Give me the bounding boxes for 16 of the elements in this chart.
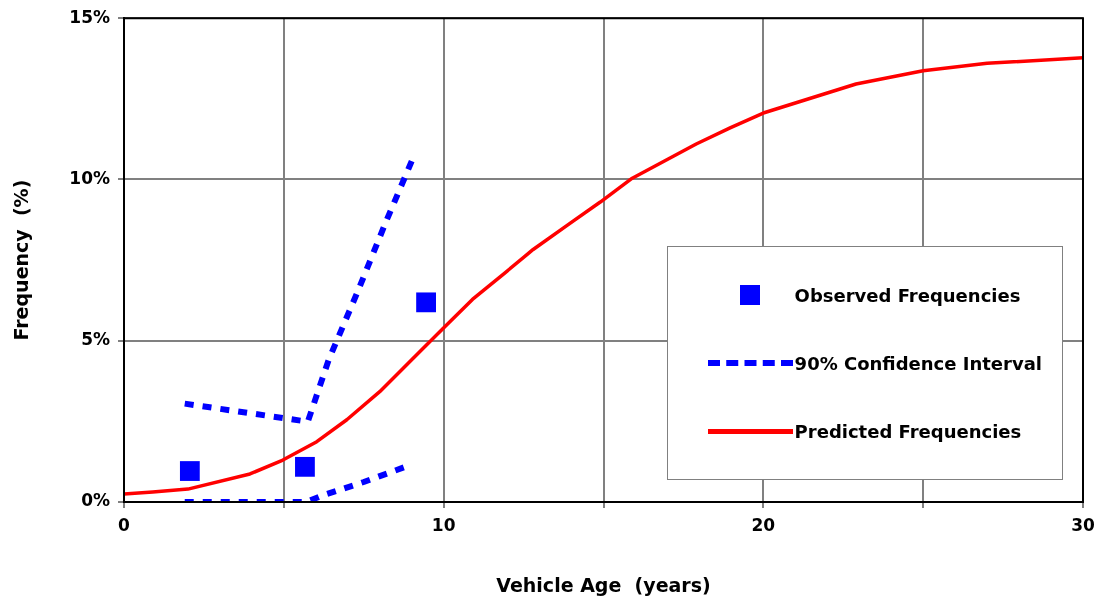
x-tick-label: 0 [118,514,131,535]
x-tick-label: 10 [431,514,456,535]
legend-label: 90% Confidence Interval [794,352,1042,374]
x-tick-label: 20 [751,514,776,535]
point [416,292,436,313]
legend-label: Predicted Frequencies [794,420,1022,442]
x-axis-title: Vehicle Age (years) [496,573,711,596]
y-tick-label: 15% [69,6,110,27]
point [295,456,315,477]
x-tick-label: 30 [1071,514,1095,535]
y-tick-label: 5% [81,329,110,350]
y-tick-label: 0% [81,490,110,511]
y-tick-label: 10% [69,167,110,188]
y-axis-title: Frequency (%) [10,179,33,341]
legend-label: Observed Frequencies [794,284,1021,306]
point [179,461,200,481]
